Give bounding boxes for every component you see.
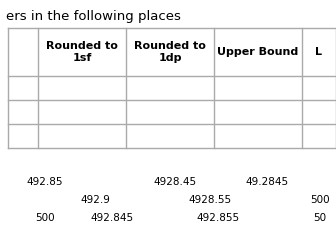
Text: 500: 500: [310, 195, 330, 205]
Text: Upper Bound: Upper Bound: [217, 47, 299, 57]
Text: 492.85: 492.85: [27, 177, 63, 187]
Text: ers in the following places: ers in the following places: [6, 10, 181, 23]
Text: 4928.55: 4928.55: [188, 195, 232, 205]
Text: 50: 50: [313, 213, 327, 223]
Text: 492.855: 492.855: [197, 213, 240, 223]
Text: Rounded to
1sf: Rounded to 1sf: [46, 41, 118, 63]
Text: 4928.45: 4928.45: [154, 177, 197, 187]
Text: Rounded to
1dp: Rounded to 1dp: [134, 41, 206, 63]
Text: 49.2845: 49.2845: [245, 177, 289, 187]
Text: 492.9: 492.9: [80, 195, 110, 205]
Text: 492.845: 492.845: [90, 213, 134, 223]
Text: L: L: [316, 47, 323, 57]
Text: 500: 500: [35, 213, 55, 223]
